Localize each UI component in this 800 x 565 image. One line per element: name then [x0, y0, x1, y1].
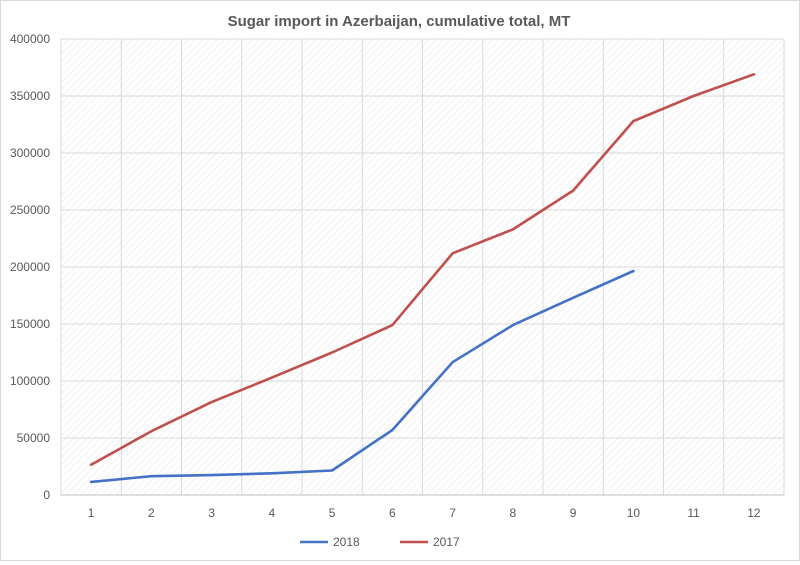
legend-label-2017: 2017 [433, 535, 460, 549]
y-tick-label: 350000 [10, 89, 50, 103]
x-tick-label: 11 [687, 506, 700, 520]
series-line-2018 [89, 269, 635, 484]
y-tick-label: 300000 [10, 146, 50, 160]
y-tick-label: 0 [43, 488, 50, 502]
x-tick-label: 8 [510, 506, 517, 520]
chart-title: Sugar import in Azerbaijan, cumulative t… [228, 13, 571, 30]
y-tick-label: 250000 [10, 203, 50, 217]
x-tick-label: 1 [88, 506, 95, 520]
x-tick-label: 9 [570, 506, 577, 520]
x-tick-label: 3 [208, 506, 215, 520]
legend-label-2018: 2018 [333, 535, 360, 549]
plot-area: 0 50000 100000 150000 200000 250000 300000 3500… [10, 32, 785, 549]
x-tick-label: 7 [449, 506, 456, 520]
x-tick-label: 10 [627, 506, 641, 520]
y-tick-label: 100000 [10, 374, 50, 388]
x-tick-label: 5 [329, 506, 336, 520]
x-tick-label: 2 [148, 506, 155, 520]
y-tick-label: 400000 [10, 32, 50, 46]
y-tick-label: 50000 [17, 431, 51, 445]
x-tick-label: 6 [389, 506, 396, 520]
x-tick-label: 12 [747, 506, 761, 520]
series-line-2017 [89, 73, 756, 467]
y-tick-label: 200000 [10, 260, 50, 274]
y-tick-label: 150000 [10, 317, 50, 331]
x-tick-label: 4 [269, 506, 276, 520]
